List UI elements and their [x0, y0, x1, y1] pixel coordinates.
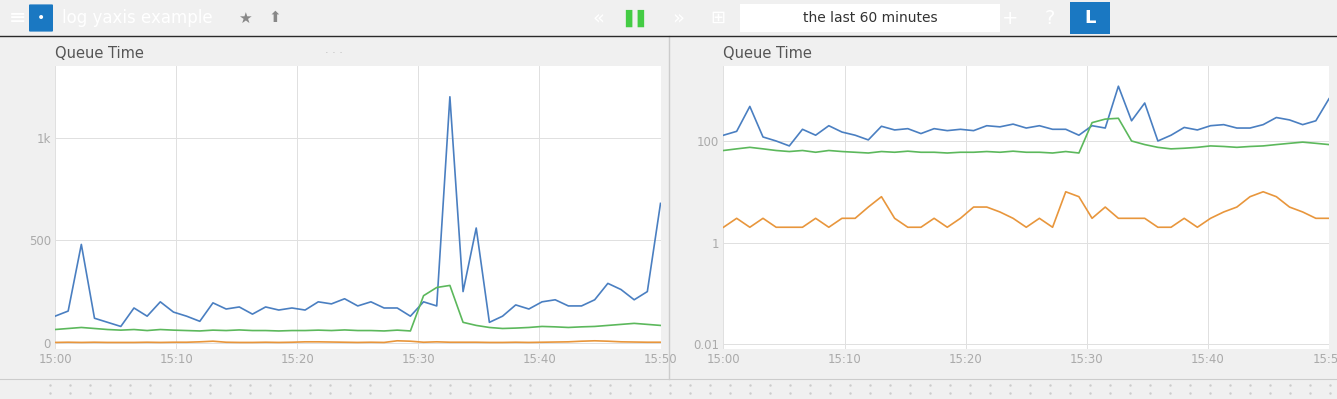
- Text: L: L: [1084, 9, 1096, 27]
- FancyBboxPatch shape: [29, 4, 53, 32]
- Text: »: »: [673, 8, 685, 28]
- Text: ▌▌: ▌▌: [626, 9, 651, 27]
- Text: ★: ★: [238, 10, 251, 26]
- Text: «: «: [592, 8, 604, 28]
- Text: Queue Time: Queue Time: [55, 46, 144, 61]
- Text: ≡: ≡: [9, 8, 27, 28]
- Text: the last 60 minutes: the last 60 minutes: [802, 11, 937, 25]
- Text: · · ·: · · ·: [325, 48, 344, 58]
- Text: ⊞: ⊞: [710, 9, 726, 27]
- Text: Queue Time: Queue Time: [723, 46, 813, 61]
- Text: ?: ?: [1044, 8, 1055, 28]
- Text: ⬆: ⬆: [269, 10, 281, 26]
- Text: •: •: [37, 11, 45, 25]
- Text: log yaxis example: log yaxis example: [62, 9, 213, 27]
- FancyBboxPatch shape: [1070, 2, 1110, 34]
- FancyBboxPatch shape: [739, 4, 1000, 32]
- Text: +: +: [1001, 8, 1019, 28]
